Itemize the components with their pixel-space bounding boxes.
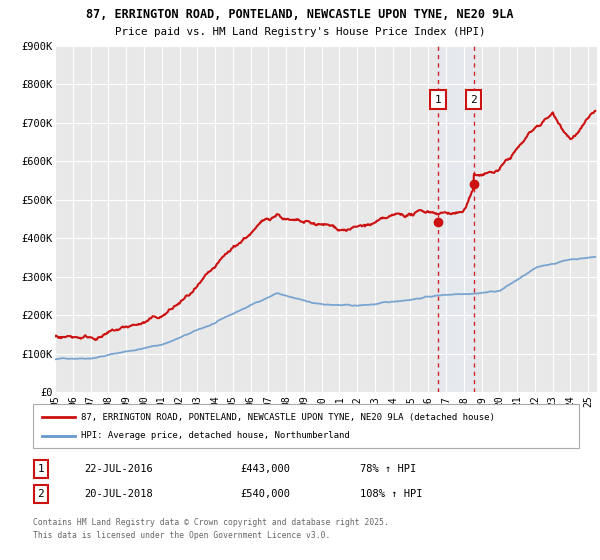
Text: 1: 1 — [37, 464, 44, 474]
Text: £443,000: £443,000 — [240, 464, 290, 474]
Text: 20-JUL-2018: 20-JUL-2018 — [84, 489, 153, 499]
Text: HPI: Average price, detached house, Northumberland: HPI: Average price, detached house, Nort… — [81, 431, 350, 440]
Text: 78% ↑ HPI: 78% ↑ HPI — [360, 464, 416, 474]
Text: Contains HM Land Registry data © Crown copyright and database right 2025.
This d: Contains HM Land Registry data © Crown c… — [33, 518, 389, 539]
Text: Price paid vs. HM Land Registry's House Price Index (HPI): Price paid vs. HM Land Registry's House … — [115, 27, 485, 37]
Text: 2: 2 — [470, 95, 477, 105]
Text: 108% ↑ HPI: 108% ↑ HPI — [360, 489, 422, 499]
Text: 87, ERRINGTON ROAD, PONTELAND, NEWCASTLE UPON TYNE, NE20 9LA: 87, ERRINGTON ROAD, PONTELAND, NEWCASTLE… — [86, 8, 514, 21]
Bar — [438, 46, 473, 392]
Text: £540,000: £540,000 — [240, 489, 290, 499]
Text: 1: 1 — [434, 95, 442, 105]
Text: 22-JUL-2016: 22-JUL-2016 — [84, 464, 153, 474]
Text: 87, ERRINGTON ROAD, PONTELAND, NEWCASTLE UPON TYNE, NE20 9LA (detached house): 87, ERRINGTON ROAD, PONTELAND, NEWCASTLE… — [81, 413, 495, 422]
Text: 2: 2 — [37, 489, 44, 499]
